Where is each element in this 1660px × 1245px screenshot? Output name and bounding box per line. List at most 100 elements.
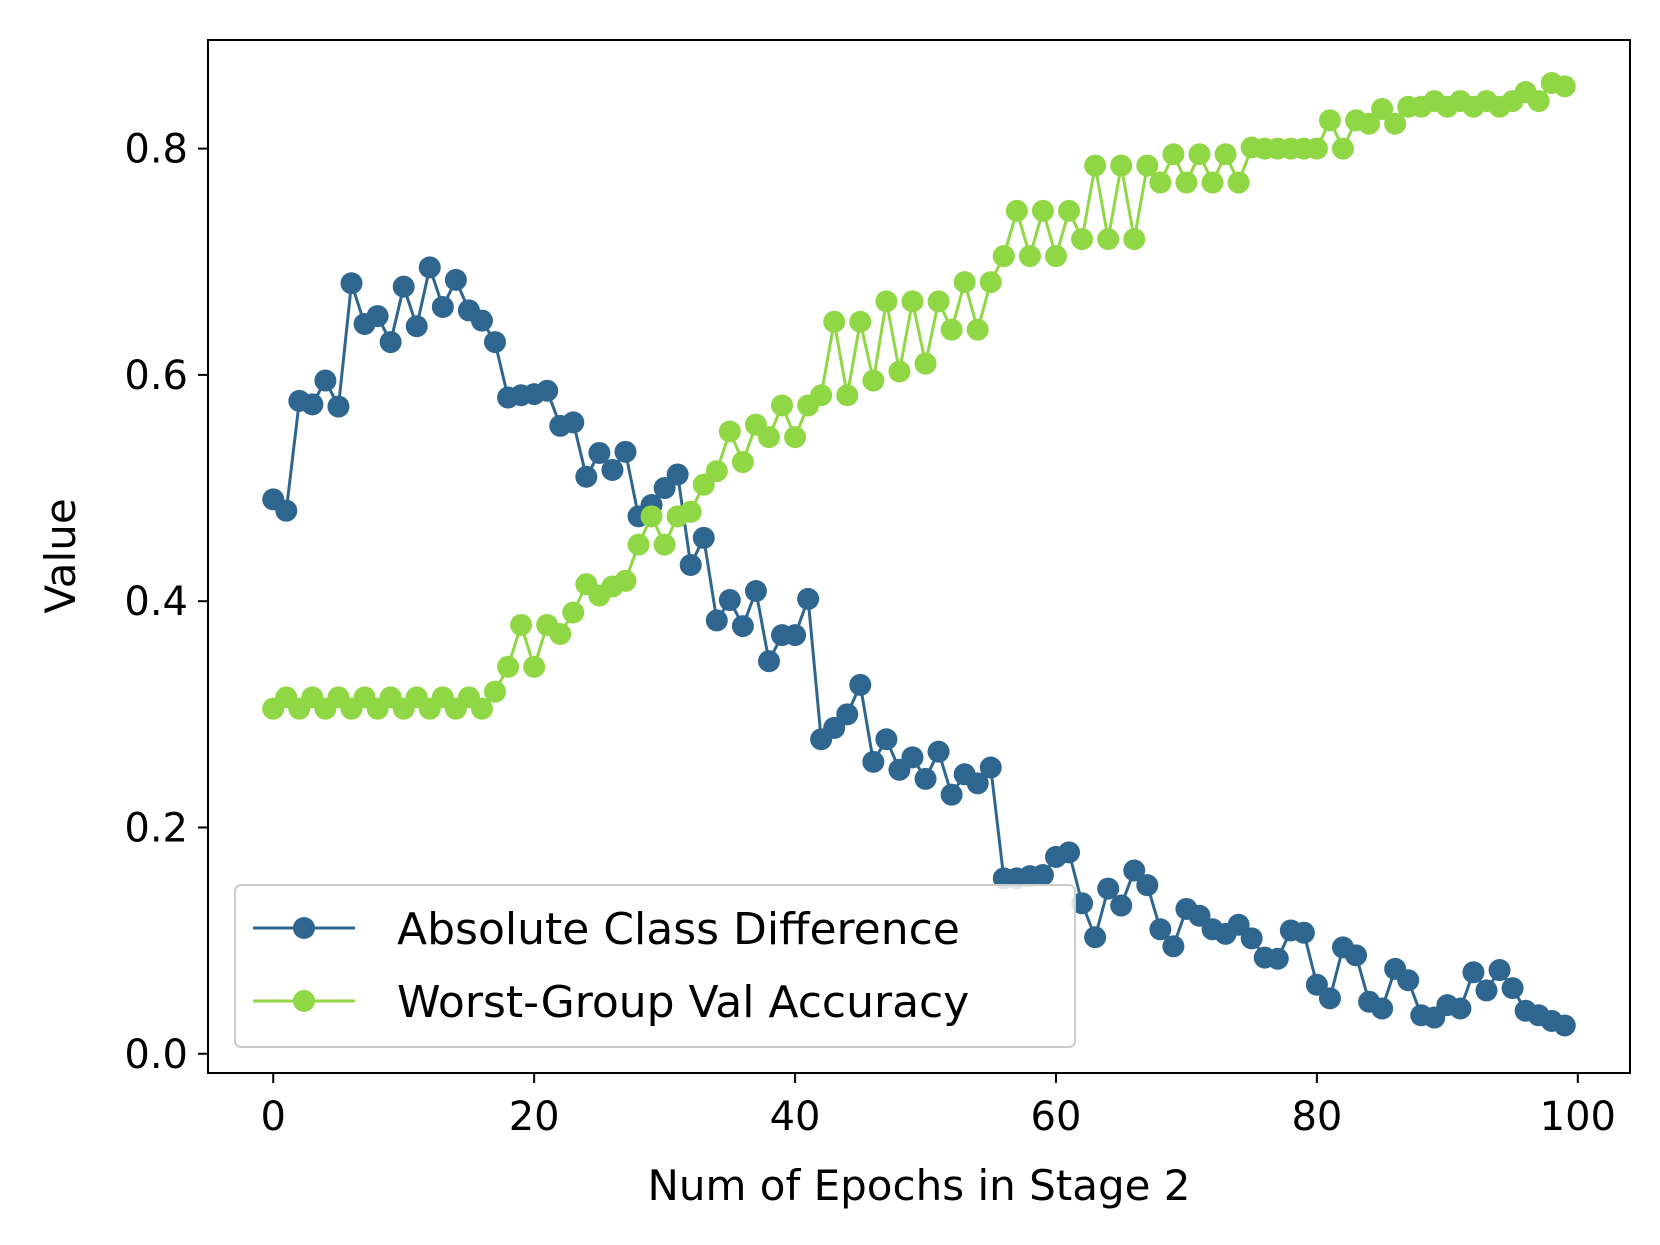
- data-point-absolute-class-difference: [875, 728, 898, 751]
- data-point-worst-group-val-accuracy: [823, 310, 846, 333]
- data-point-worst-group-val-accuracy: [875, 290, 898, 313]
- y-tick-label: 0.2: [124, 805, 188, 851]
- data-point-worst-group-val-accuracy: [1162, 143, 1185, 166]
- data-point-worst-group-val-accuracy: [1175, 171, 1198, 194]
- x-axis-label: Num of Epochs in Stage 2: [647, 1161, 1190, 1210]
- data-point-worst-group-val-accuracy: [718, 420, 741, 443]
- data-point-absolute-class-difference: [301, 393, 324, 416]
- data-point-absolute-class-difference: [744, 580, 767, 603]
- data-point-absolute-class-difference: [588, 441, 611, 464]
- legend-label-worst-group-val-accuracy: Worst-Group Val Accuracy: [397, 977, 969, 1028]
- data-point-worst-group-val-accuracy: [992, 245, 1015, 268]
- x-tick-label: 0: [261, 1094, 286, 1140]
- data-point-absolute-class-difference: [836, 703, 859, 726]
- data-point-worst-group-val-accuracy: [497, 655, 520, 678]
- data-point-absolute-class-difference: [653, 477, 676, 500]
- data-point-worst-group-val-accuracy: [1527, 90, 1550, 113]
- data-point-absolute-class-difference: [692, 526, 715, 549]
- data-point-absolute-class-difference: [862, 750, 885, 773]
- y-tick-label: 0.4: [124, 579, 188, 625]
- legend-entry-absolute-class-difference: Absolute Class Difference: [253, 904, 960, 955]
- data-point-worst-group-val-accuracy: [771, 394, 794, 417]
- y-tick-label: 0.6: [124, 353, 188, 399]
- data-point-worst-group-val-accuracy: [1071, 228, 1094, 251]
- data-point-worst-group-val-accuracy: [953, 271, 976, 294]
- y-tick-label: 0.8: [124, 127, 188, 173]
- data-point-worst-group-val-accuracy: [810, 384, 833, 407]
- data-point-worst-group-val-accuracy: [640, 505, 663, 528]
- data-point-absolute-class-difference: [379, 331, 402, 354]
- legend-marker-absolute-class-difference: [293, 917, 315, 939]
- data-point-worst-group-val-accuracy: [562, 601, 585, 624]
- y-axis-label: Value: [36, 498, 85, 613]
- data-point-worst-group-val-accuracy: [1305, 137, 1328, 160]
- series-worst-group-val-accuracy: [262, 71, 1576, 720]
- data-point-worst-group-val-accuracy: [888, 360, 911, 383]
- data-point-worst-group-val-accuracy: [1358, 112, 1381, 135]
- series-layer: [262, 71, 1576, 1037]
- data-point-absolute-class-difference: [940, 783, 963, 806]
- data-point-worst-group-val-accuracy: [510, 613, 533, 636]
- data-point-absolute-class-difference: [275, 499, 298, 522]
- data-point-absolute-class-difference: [418, 256, 441, 279]
- data-point-worst-group-val-accuracy: [1201, 171, 1224, 194]
- data-point-worst-group-val-accuracy: [653, 533, 676, 556]
- data-point-absolute-class-difference: [1305, 973, 1328, 996]
- data-point-absolute-class-difference: [1292, 921, 1315, 944]
- data-point-worst-group-val-accuracy: [1097, 228, 1120, 251]
- data-point-worst-group-val-accuracy: [614, 569, 637, 592]
- data-point-worst-group-val-accuracy: [484, 680, 507, 703]
- data-point-worst-group-val-accuracy: [1084, 154, 1107, 177]
- tick-layer: 0 20 40 60 80 100 0.0 0.2 0.4 0.6 0.8: [124, 127, 1616, 1140]
- x-tick-label: 20: [509, 1094, 560, 1140]
- data-point-absolute-class-difference: [1123, 859, 1146, 882]
- data-point-worst-group-val-accuracy: [692, 473, 715, 496]
- legend-box: [234, 884, 1076, 1048]
- x-tick-label: 40: [770, 1094, 821, 1140]
- data-point-worst-group-val-accuracy: [549, 623, 572, 645]
- data-point-absolute-class-difference: [575, 465, 598, 488]
- data-point-worst-group-val-accuracy: [627, 533, 650, 556]
- data-point-absolute-class-difference: [731, 615, 754, 638]
- data-point-worst-group-val-accuracy: [679, 500, 702, 523]
- data-point-worst-group-val-accuracy: [1005, 199, 1028, 222]
- data-point-absolute-class-difference: [1097, 877, 1120, 900]
- data-point-absolute-class-difference: [823, 716, 846, 739]
- data-point-worst-group-val-accuracy: [705, 460, 728, 483]
- data-point-absolute-class-difference: [1058, 841, 1081, 864]
- y-tick-label: 0.0: [124, 1032, 188, 1078]
- data-point-worst-group-val-accuracy: [1110, 154, 1133, 177]
- data-point-absolute-class-difference: [849, 673, 872, 696]
- data-point-absolute-class-difference: [536, 379, 559, 402]
- data-point-absolute-class-difference: [797, 587, 820, 610]
- data-point-absolute-class-difference: [1553, 1014, 1576, 1037]
- legend-label-absolute-class-difference: Absolute Class Difference: [397, 904, 960, 955]
- data-point-worst-group-val-accuracy: [523, 655, 546, 678]
- data-point-absolute-class-difference: [705, 609, 728, 632]
- data-point-worst-group-val-accuracy: [1123, 228, 1146, 251]
- x-tick-label: 100: [1540, 1094, 1616, 1140]
- data-point-worst-group-val-accuracy: [979, 271, 1002, 294]
- data-point-absolute-class-difference: [1031, 864, 1054, 886]
- data-point-absolute-class-difference: [1501, 977, 1524, 1000]
- data-point-absolute-class-difference: [927, 740, 950, 763]
- data-point-worst-group-val-accuracy: [1044, 245, 1067, 268]
- data-point-worst-group-val-accuracy: [940, 318, 963, 341]
- data-point-absolute-class-difference: [601, 458, 624, 481]
- series-absolute-class-difference: [262, 256, 1576, 1037]
- data-point-worst-group-val-accuracy: [1018, 245, 1041, 268]
- data-point-absolute-class-difference: [1240, 927, 1263, 950]
- data-point-worst-group-val-accuracy: [1371, 98, 1394, 121]
- x-tick-label: 60: [1031, 1094, 1082, 1140]
- data-point-absolute-class-difference: [392, 275, 415, 298]
- data-point-worst-group-val-accuracy: [862, 369, 885, 392]
- data-point-worst-group-val-accuracy: [836, 384, 859, 407]
- legend: Absolute Class Difference Worst-Group Va…: [234, 884, 1076, 1048]
- data-point-absolute-class-difference: [340, 272, 363, 295]
- data-point-absolute-class-difference: [1475, 979, 1498, 1002]
- data-point-absolute-class-difference: [470, 309, 493, 332]
- data-point-absolute-class-difference: [1449, 997, 1472, 1020]
- data-point-absolute-class-difference: [431, 296, 454, 319]
